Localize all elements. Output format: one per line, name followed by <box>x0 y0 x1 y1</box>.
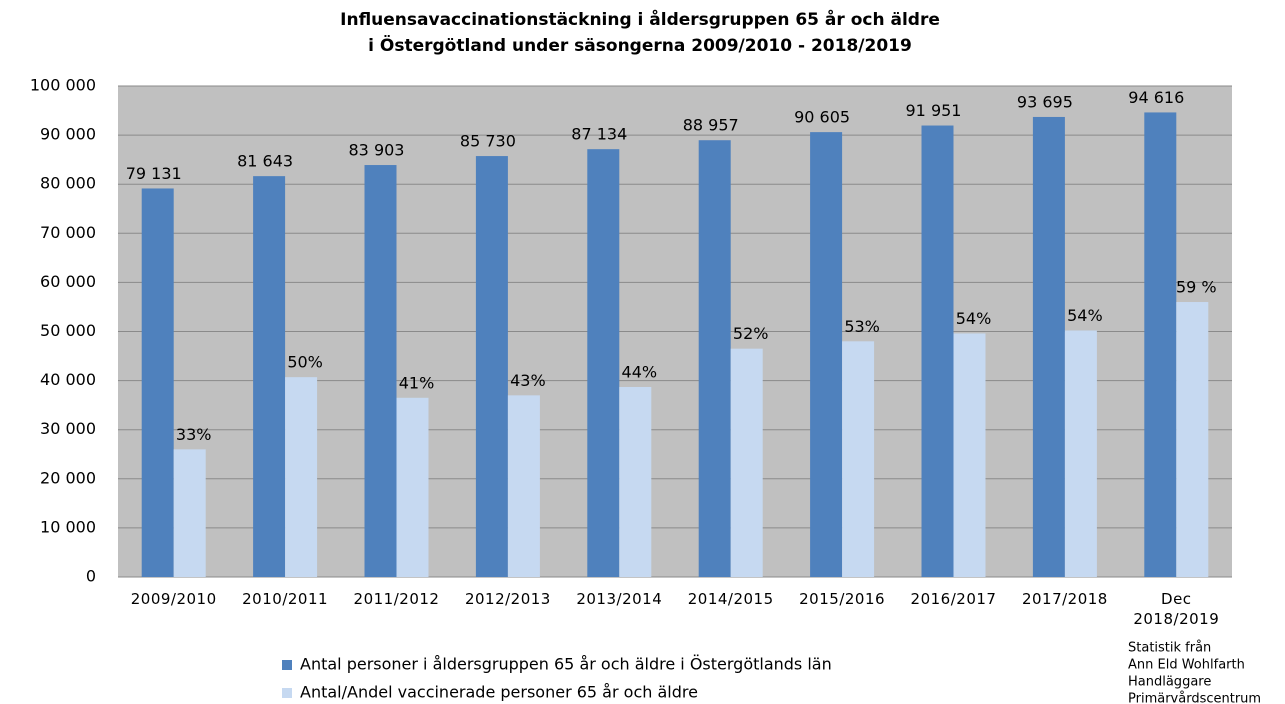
data-label: 53% <box>844 317 880 336</box>
chart-title: Influensavaccinationstäckning i åldersgr… <box>340 8 940 30</box>
bar <box>698 140 731 577</box>
x-tick-label: 2013/2014 <box>576 590 663 608</box>
y-tick-label: 30 000 <box>40 419 96 438</box>
bar <box>141 188 174 577</box>
x-tick-label: 2014/2015 <box>687 590 774 608</box>
data-label: 54% <box>1067 306 1103 325</box>
bar <box>730 348 763 577</box>
bar <box>1176 302 1209 577</box>
y-tick-label: 0 <box>86 567 96 586</box>
bar <box>507 395 540 577</box>
data-label: 43% <box>510 371 546 390</box>
data-label: 50% <box>287 353 323 372</box>
bar <box>173 449 206 577</box>
y-tick-label: 60 000 <box>40 272 96 291</box>
source-note: Statistik från <box>1128 641 1211 656</box>
legend-label: Antal personer i åldersgruppen 65 år och… <box>300 655 832 674</box>
bar <box>364 165 397 578</box>
bar <box>921 125 954 577</box>
data-label: 44% <box>622 362 658 381</box>
data-label: 85 730 <box>460 132 516 151</box>
legend-label: Antal/Andel vaccinerade personer 65 år o… <box>300 683 698 702</box>
x-tick-label: 2009/2010 <box>130 590 217 608</box>
bar <box>842 341 875 577</box>
bar <box>587 149 620 577</box>
source-note: Primärvårdscentrum <box>1128 692 1261 704</box>
data-label: 90 605 <box>794 108 850 127</box>
data-label: 54% <box>956 309 992 328</box>
x-tick-label: Dec 2018/2019 <box>1133 590 1220 628</box>
y-tick-label: 70 000 <box>40 223 96 242</box>
data-label: 88 957 <box>683 116 739 135</box>
data-label: 52% <box>733 324 769 343</box>
bar <box>285 377 318 577</box>
bar <box>1064 330 1097 577</box>
source-note: Handläggare <box>1128 675 1211 690</box>
x-tick-label: 2017/2018 <box>1021 590 1108 608</box>
data-label: 33% <box>176 425 212 444</box>
y-tick-label: 40 000 <box>40 370 96 389</box>
data-label: 79 131 <box>126 164 182 183</box>
bar <box>810 132 843 577</box>
y-tick-label: 90 000 <box>40 125 96 144</box>
source-note: Ann Eld Wohlfarth <box>1128 658 1245 673</box>
x-tick-label: 2010/2011 <box>242 590 329 608</box>
data-label: 94 616 <box>1128 88 1184 107</box>
y-tick-label: 20 000 <box>40 468 96 487</box>
data-label: 83 903 <box>349 141 405 160</box>
y-tick-label: 10 000 <box>40 517 96 536</box>
y-tick-label: 80 000 <box>40 174 96 193</box>
data-label: 59 % <box>1176 278 1217 297</box>
x-tick-label: 2016/2017 <box>910 590 997 608</box>
x-tick-label: 2011/2012 <box>353 590 440 608</box>
data-label: 91 951 <box>906 101 962 120</box>
bar <box>619 386 652 577</box>
bar <box>1032 116 1065 577</box>
data-label: 41% <box>399 373 435 392</box>
legend-swatch <box>282 688 292 698</box>
bar <box>475 156 508 577</box>
legend-swatch <box>282 660 292 670</box>
data-label: 93 695 <box>1017 92 1073 111</box>
bar <box>1144 112 1177 578</box>
chart-title: i Östergötland under säsongerna 2009/201… <box>368 34 912 56</box>
bar <box>953 333 986 577</box>
x-tick-label: 2015/2016 <box>799 590 886 608</box>
bar <box>253 176 286 577</box>
y-tick-label: 50 000 <box>40 321 96 340</box>
y-tick-label: 100 000 <box>30 76 96 95</box>
x-tick-label: 2012/2013 <box>464 590 551 608</box>
data-label: 81 643 <box>237 152 293 171</box>
bar <box>396 397 429 577</box>
data-label: 87 134 <box>571 125 627 144</box>
